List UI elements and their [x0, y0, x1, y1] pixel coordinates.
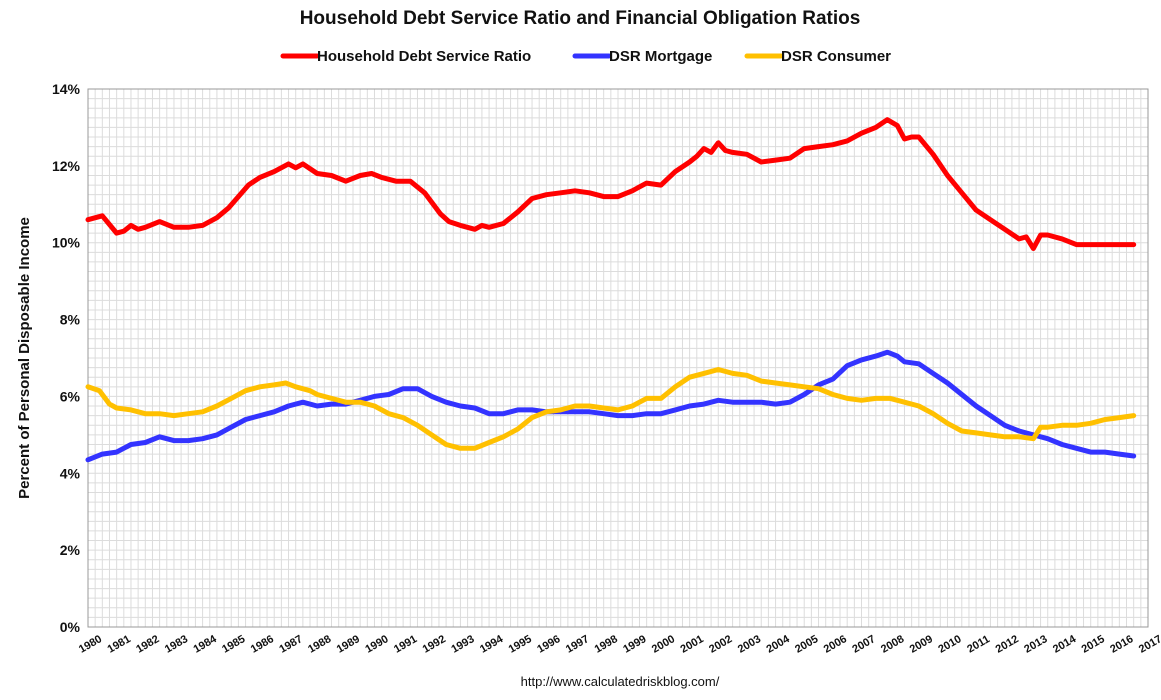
series-lines	[85, 117, 1137, 463]
plot-area	[87, 88, 1149, 628]
x-tick-label: 1983	[163, 633, 190, 656]
y-tick-label: 14%	[52, 81, 81, 97]
x-tick-label: 2014	[1051, 633, 1079, 656]
x-tick-label: 2001	[679, 633, 706, 656]
y-tick-label: 10%	[52, 235, 81, 251]
y-tick-label: 8%	[60, 312, 81, 328]
x-tick-label: 2013	[1022, 633, 1049, 656]
x-tick-label: 1982	[134, 633, 161, 656]
legend-label: Household Debt Service Ratio	[317, 48, 531, 65]
x-tick-label: 1995	[507, 633, 534, 656]
x-tick-label: 1988	[306, 633, 333, 656]
x-tick-label: 2003	[736, 633, 763, 656]
y-axis-label: Percent of Personal Disposable Income	[16, 217, 33, 499]
y-tick-label: 12%	[52, 158, 81, 174]
legend-label: DSR Mortgage	[609, 48, 712, 65]
x-tick-label: 1993	[449, 633, 476, 656]
x-tick-label: 1986	[249, 633, 276, 656]
x-tick-label: 1987	[277, 633, 304, 656]
series-line	[85, 349, 1137, 463]
x-tick-label: 1981	[106, 633, 133, 656]
legend: Household Debt Service Ratio DSR Mortgage…	[280, 48, 891, 65]
x-tick-label: 2005	[793, 633, 820, 656]
series-line	[85, 117, 1137, 251]
x-tick-label: 1989	[335, 633, 362, 656]
x-tick-label: 2009	[908, 633, 935, 656]
x-tick-label: 1996	[535, 633, 562, 656]
x-tick-label: 1994	[478, 633, 506, 656]
x-tick-label: 1980	[77, 633, 104, 656]
x-tick-label: 2007	[850, 633, 877, 656]
x-tick-label: 2010	[936, 633, 963, 656]
x-tick-label: 2016	[1108, 633, 1135, 656]
x-tick-label: 2006	[822, 633, 849, 656]
x-tick-label: 1997	[564, 633, 591, 656]
x-tick-label: 2012	[994, 633, 1021, 656]
y-tick-label: 6%	[60, 388, 81, 404]
legend-label: DSR Consumer	[781, 48, 891, 65]
series-line	[85, 367, 1137, 451]
y-axis: 0% 2% 4% 6% 8% 10% 12% 14%	[52, 81, 81, 635]
x-tick-label: 2000	[650, 633, 677, 656]
x-tick-label: 1990	[363, 633, 390, 656]
x-tick-label: 2002	[707, 633, 734, 656]
x-tick-label: 2004	[764, 633, 792, 656]
y-tick-label: 2%	[60, 542, 81, 558]
x-tick-label: 1984	[191, 633, 219, 656]
chart-title: Household Debt Service Ratio and Financi…	[300, 8, 861, 29]
y-tick-label: 0%	[60, 619, 81, 635]
x-tick-label: 1992	[421, 633, 448, 656]
x-tick-label: 2015	[1080, 633, 1107, 656]
source-url: http://www.calculatedriskblog.com/	[521, 674, 720, 689]
x-tick-label: 1985	[220, 633, 247, 656]
grid	[87, 88, 1149, 628]
x-tick-label: 1998	[593, 633, 620, 656]
x-tick-label: 2011	[965, 633, 992, 655]
x-tick-label: 1991	[392, 633, 419, 656]
y-tick-label: 4%	[60, 465, 81, 481]
x-axis: 1980 1981 1982 1983 1984 1985 1986 1987 1988 1989…	[77, 633, 1161, 656]
x-tick-label: 2008	[879, 633, 906, 656]
x-tick-label: 1999	[621, 633, 648, 656]
x-tick-label: 2017	[1137, 633, 1161, 656]
